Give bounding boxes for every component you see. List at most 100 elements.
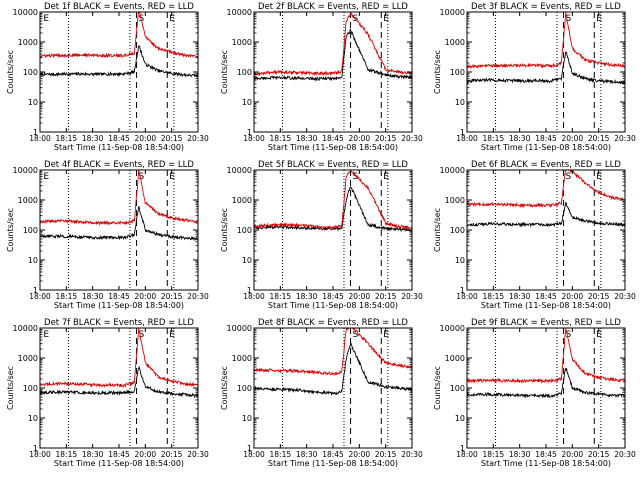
y-tick-label: 10000 bbox=[440, 8, 465, 17]
x-tick-label: 18:45 bbox=[108, 450, 130, 459]
x-tick-label: 18:45 bbox=[108, 292, 130, 301]
x-tick-label: 18:15 bbox=[56, 292, 78, 301]
x-tick-label: 20:15 bbox=[588, 134, 610, 143]
event-marker: E bbox=[383, 330, 389, 340]
y-tick-label: 1000 bbox=[18, 354, 38, 363]
x-axis-label: Start Time (11-Sep-08 18:54:00) bbox=[268, 301, 398, 310]
event-marker: E bbox=[596, 330, 602, 340]
event-marker: E bbox=[596, 14, 602, 24]
x-tick-label: 20:00 bbox=[562, 134, 584, 143]
y-tick-label: 100 bbox=[237, 226, 252, 235]
event-marker: E bbox=[169, 330, 175, 340]
x-tick-label: 20:15 bbox=[161, 450, 183, 459]
panel-4: Det 4f BLACK = Events, RED = LLD E S E 1 10 10… bbox=[6, 160, 209, 310]
x-tick-label: 20:30 bbox=[401, 292, 423, 301]
y-tick-label: 1000 bbox=[232, 38, 252, 47]
x-tick-label: 18:00 bbox=[456, 134, 478, 143]
panel-title: Det 1f BLACK = Events, RED = LLD bbox=[44, 2, 194, 12]
y-axis-label: Counts/sec bbox=[433, 366, 442, 410]
y-axis-label: Counts/sec bbox=[6, 208, 15, 252]
y-tick-label: 100 bbox=[237, 384, 252, 393]
event-marker: E bbox=[169, 14, 175, 24]
panel-title: Det 2f BLACK = Events, RED = LLD bbox=[258, 2, 408, 12]
x-tick-label: 18:30 bbox=[509, 292, 531, 301]
x-tick-label: 18:00 bbox=[243, 134, 265, 143]
x-tick-label: 18:15 bbox=[483, 450, 505, 459]
y-tick-label: 1 bbox=[33, 128, 38, 137]
x-tick-label: 18:00 bbox=[456, 292, 478, 301]
x-tick-label: 18:30 bbox=[509, 450, 531, 459]
x-tick-label: 18:00 bbox=[29, 292, 51, 301]
x-tick-label: 18:30 bbox=[296, 450, 318, 459]
x-tick-label: 18:30 bbox=[82, 134, 104, 143]
lld-series-line bbox=[254, 170, 412, 230]
y-tick-label: 1 bbox=[460, 286, 465, 295]
x-tick-label: 20:30 bbox=[614, 450, 636, 459]
y-tick-label: 1 bbox=[247, 286, 252, 295]
x-tick-label: 18:45 bbox=[108, 134, 130, 143]
y-tick-label: 10 bbox=[242, 256, 252, 265]
x-tick-label: 18:15 bbox=[56, 134, 78, 143]
x-tick-label: 18:30 bbox=[296, 292, 318, 301]
events-series-line bbox=[467, 367, 625, 399]
y-tick-label: 100 bbox=[450, 384, 465, 393]
x-tick-label: 18:45 bbox=[535, 450, 557, 459]
lld-series-line bbox=[40, 170, 198, 227]
y-tick-label: 1000 bbox=[18, 38, 38, 47]
events-series-line bbox=[40, 45, 198, 78]
x-tick-label: 18:00 bbox=[29, 134, 51, 143]
y-tick-label: 1000 bbox=[232, 354, 252, 363]
y-tick-label: 10 bbox=[28, 98, 38, 107]
event-marker: E bbox=[596, 172, 602, 182]
x-tick-label: 20:00 bbox=[349, 134, 371, 143]
x-tick-label: 20:30 bbox=[187, 450, 209, 459]
x-axis-label: Start Time (11-Sep-08 18:54:00) bbox=[481, 301, 611, 310]
y-tick-label: 1 bbox=[460, 444, 465, 453]
x-tick-label: 20:30 bbox=[187, 134, 209, 143]
x-tick-label: 20:15 bbox=[375, 450, 397, 459]
x-axis-label: Start Time (11-Sep-08 18:54:00) bbox=[481, 143, 611, 152]
x-tick-label: 20:00 bbox=[562, 450, 584, 459]
y-tick-label: 10000 bbox=[227, 324, 252, 333]
y-tick-label: 1000 bbox=[445, 196, 465, 205]
y-tick-label: 10000 bbox=[440, 166, 465, 175]
y-tick-label: 100 bbox=[23, 226, 38, 235]
y-tick-label: 10000 bbox=[227, 8, 252, 17]
lld-series-line bbox=[467, 170, 625, 209]
x-axis-label: Start Time (11-Sep-08 18:54:00) bbox=[54, 301, 184, 310]
panel-title: Det 5f BLACK = Events, RED = LLD bbox=[258, 160, 408, 170]
x-axis-label: Start Time (11-Sep-08 18:54:00) bbox=[54, 459, 184, 468]
event-marker: E bbox=[43, 172, 49, 182]
x-tick-label: 18:15 bbox=[270, 450, 292, 459]
x-tick-label: 18:30 bbox=[82, 292, 104, 301]
event-marker: S bbox=[139, 14, 145, 24]
panel-7: Det 7f BLACK = Events, RED = LLD E S E 1 10 10… bbox=[6, 318, 209, 468]
x-tick-label: 20:00 bbox=[135, 134, 157, 143]
x-tick-label: 18:00 bbox=[243, 450, 265, 459]
x-tick-label: 18:15 bbox=[270, 292, 292, 301]
x-tick-label: 20:30 bbox=[401, 450, 423, 459]
x-tick-label: 20:15 bbox=[161, 134, 183, 143]
event-marker: E bbox=[43, 14, 49, 24]
y-tick-label: 10 bbox=[455, 256, 465, 265]
y-tick-label: 1000 bbox=[18, 196, 38, 205]
y-tick-label: 1000 bbox=[445, 38, 465, 47]
x-tick-label: 18:45 bbox=[535, 134, 557, 143]
y-tick-label: 10000 bbox=[440, 324, 465, 333]
panel-6: Det 6f BLACK = Events, RED = LLD S E 1 10 100… bbox=[433, 160, 636, 310]
x-axis-label: Start Time (11-Sep-08 18:54:00) bbox=[481, 459, 611, 468]
y-tick-label: 1 bbox=[460, 128, 465, 137]
panel-title: Det 3f BLACK = Events, RED = LLD bbox=[471, 2, 621, 12]
event-marker: E bbox=[383, 172, 389, 182]
x-tick-label: 18:00 bbox=[456, 450, 478, 459]
panel-9: Det 9f BLACK = Events, RED = LLD S E 1 10 100… bbox=[433, 318, 636, 468]
x-tick-label: 18:15 bbox=[483, 134, 505, 143]
x-tick-label: 18:30 bbox=[82, 450, 104, 459]
x-axis-label: Start Time (11-Sep-08 18:54:00) bbox=[268, 143, 398, 152]
x-tick-label: 20:00 bbox=[135, 292, 157, 301]
y-tick-label: 10 bbox=[242, 98, 252, 107]
y-tick-label: 100 bbox=[23, 68, 38, 77]
panel-title: Det 6f BLACK = Events, RED = LLD bbox=[471, 160, 621, 170]
